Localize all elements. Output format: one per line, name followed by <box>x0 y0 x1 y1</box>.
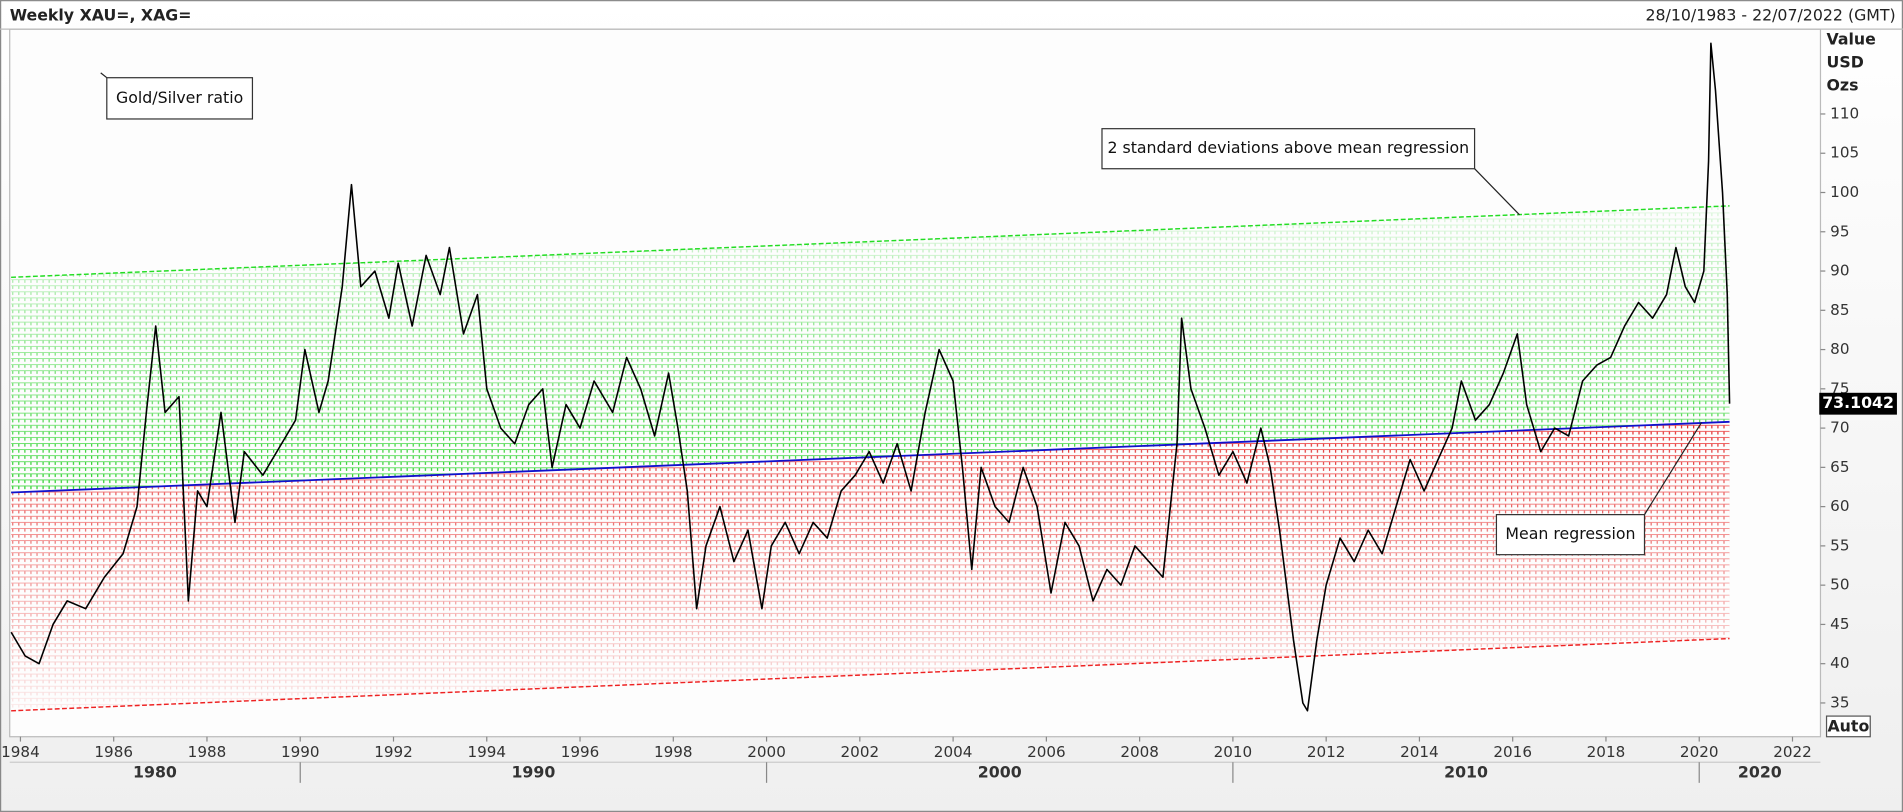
annotation-text: 2 standard deviations above mean regress… <box>1107 138 1469 157</box>
ratio-line <box>10 42 1731 712</box>
y-tick-label: 65 <box>1830 458 1849 476</box>
x-tick-label: 2002 <box>841 743 880 761</box>
y-tick-label: 70 <box>1830 419 1849 437</box>
y-tick-label: 85 <box>1830 301 1849 319</box>
y-tick-label: 55 <box>1830 536 1849 554</box>
decade-label: 2000 <box>978 763 1022 782</box>
x-tick-label: 1990 <box>281 743 320 761</box>
regression-line <box>11 205 1730 279</box>
x-tick-label: 1988 <box>188 743 227 761</box>
annotation-leader <box>1474 168 1520 216</box>
annotation-text: Mean regression <box>1505 524 1635 543</box>
y-tick-label: 90 <box>1830 262 1849 280</box>
x-tick-label: 1984 <box>1 743 40 761</box>
x-tick-label: 1994 <box>467 743 506 761</box>
annotation-box <box>1495 514 1646 556</box>
y-tick-label: 95 <box>1830 222 1849 240</box>
y-tick-label: 45 <box>1830 615 1849 633</box>
x-tick-label: 1998 <box>654 743 693 761</box>
x-tick-label: 2000 <box>747 743 786 761</box>
band-below-mean <box>11 421 1730 711</box>
x-tick-label: 2010 <box>1214 743 1253 761</box>
x-tick-label: 1986 <box>94 743 133 761</box>
auto-button[interactable] <box>1825 715 1871 738</box>
x-tick-label: 2012 <box>1307 743 1346 761</box>
band-above-mean <box>11 205 1730 493</box>
x-tick-label: 2004 <box>934 743 973 761</box>
chart-title: Weekly XAU=, XAG= <box>10 5 192 24</box>
y-tick-label: 105 <box>1830 144 1859 162</box>
decade-label: 1980 <box>133 763 177 782</box>
x-tick-label: 2016 <box>1493 743 1532 761</box>
annotation-text: Gold/Silver ratio <box>116 88 243 107</box>
auto-button-label[interactable]: Auto <box>1827 717 1869 736</box>
decade-label: 1990 <box>511 763 555 782</box>
x-tick-label: 2018 <box>1587 743 1626 761</box>
last-value-label: 73.1042 <box>1822 393 1894 412</box>
y-axis-label: USD <box>1827 53 1864 72</box>
annotation-leader <box>1643 422 1703 515</box>
y-axis-label: Ozs <box>1827 76 1859 95</box>
date-range: 28/10/1983 - 22/07/2022 (GMT) <box>1645 5 1895 24</box>
y-tick-label: 60 <box>1830 497 1849 515</box>
annotation-box <box>106 77 254 120</box>
y-tick-label: 80 <box>1830 340 1849 358</box>
y-tick-label: 35 <box>1830 693 1849 711</box>
x-tick-label: 2008 <box>1120 743 1159 761</box>
x-tick-label: 1996 <box>561 743 600 761</box>
decade-label: 2010 <box>1444 763 1488 782</box>
y-tick-label: 40 <box>1830 654 1849 672</box>
y-tick-label: 50 <box>1830 576 1849 594</box>
annotation-box <box>1101 128 1476 170</box>
x-tick-label: 2022 <box>1773 743 1812 761</box>
annotation-leader <box>100 72 108 79</box>
regression-line <box>11 637 1730 712</box>
last-value-tag <box>1819 392 1897 415</box>
y-tick-label: 100 <box>1830 183 1859 201</box>
y-tick-label: 110 <box>1830 104 1859 122</box>
x-tick-label: 2020 <box>1680 743 1719 761</box>
x-tick-label: 2006 <box>1027 743 1066 761</box>
x-tick-label: 1992 <box>374 743 413 761</box>
y-axis-label: Value <box>1827 30 1876 49</box>
decade-label: 2020 <box>1738 763 1782 782</box>
x-tick-label: 2014 <box>1400 743 1439 761</box>
regression-line <box>11 420 1730 494</box>
